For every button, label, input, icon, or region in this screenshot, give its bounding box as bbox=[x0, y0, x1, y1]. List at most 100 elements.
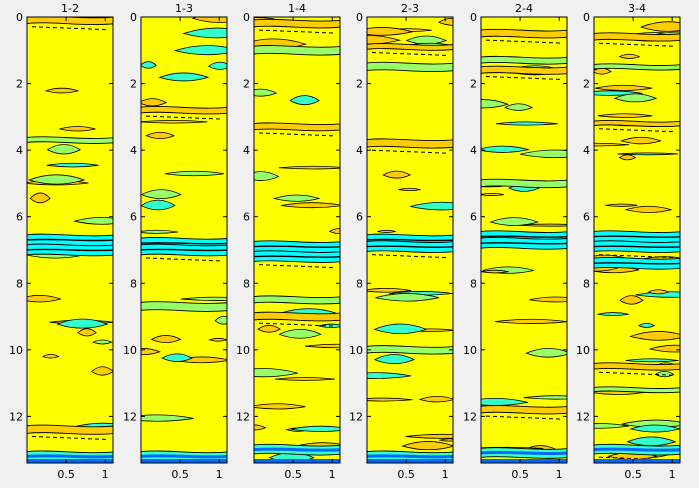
x-tick-label: 0.5 bbox=[57, 468, 75, 481]
contour-patch bbox=[597, 113, 653, 118]
contour-patch bbox=[92, 339, 113, 345]
subplot-title: 1-4 bbox=[288, 2, 306, 15]
y-tick-label: 4 bbox=[583, 144, 590, 157]
x-tick-label: 1 bbox=[669, 468, 676, 481]
contour-patch bbox=[494, 318, 567, 324]
contour-patch bbox=[254, 171, 280, 181]
contour-patch bbox=[517, 223, 567, 227]
contour-patch bbox=[328, 228, 340, 235]
contour-patch bbox=[289, 95, 320, 106]
y-tick-label: 8 bbox=[16, 277, 23, 290]
contour-field bbox=[367, 17, 453, 463]
contour-band bbox=[481, 178, 567, 189]
contour-patch bbox=[401, 441, 453, 451]
contour-patch bbox=[377, 229, 396, 233]
contour-patch bbox=[254, 424, 267, 431]
axes-frame bbox=[593, 16, 681, 464]
contour-patch bbox=[180, 296, 227, 301]
x-tick-label: 1 bbox=[216, 468, 223, 481]
y-tick-label: 4 bbox=[16, 144, 23, 157]
x-tick-label: 0.5 bbox=[284, 468, 302, 481]
y-tick-label: 4 bbox=[130, 144, 137, 157]
contour-patch bbox=[141, 229, 179, 234]
contour-patch bbox=[382, 170, 412, 179]
y-tick-label: 4 bbox=[356, 144, 363, 157]
contour-patch bbox=[504, 103, 534, 111]
subplot-title: 3-4 bbox=[628, 2, 646, 15]
y-tick-label: 10 bbox=[9, 344, 23, 357]
contour-patch bbox=[481, 192, 505, 196]
contour-patch bbox=[278, 165, 340, 170]
contour-patch bbox=[182, 27, 227, 39]
bottom-band bbox=[594, 459, 680, 463]
contour-patch bbox=[158, 72, 210, 82]
contour-patch bbox=[59, 126, 96, 132]
contour-patch bbox=[90, 366, 113, 376]
contour-patch bbox=[141, 414, 194, 422]
y-tick-label: 12 bbox=[9, 410, 23, 423]
contour-band bbox=[27, 243, 113, 257]
contour-field bbox=[254, 17, 340, 463]
y-tick-label: 8 bbox=[243, 277, 250, 290]
y-tick-label: 12 bbox=[123, 410, 137, 423]
contour-patch bbox=[73, 216, 113, 225]
axes-frame bbox=[26, 16, 114, 464]
subplot-2-4: 2-4 0 2 4 6 8 10 12 0.5 1 bbox=[463, 2, 568, 481]
y-tick-label: 2 bbox=[243, 78, 250, 91]
contour-band bbox=[481, 447, 567, 459]
contour-patch bbox=[375, 293, 440, 302]
y-tick-label: 0 bbox=[243, 11, 250, 24]
contour-patch bbox=[27, 294, 62, 303]
contour-patch bbox=[46, 162, 99, 168]
y-tick-label: 2 bbox=[130, 78, 137, 91]
contour-patch bbox=[141, 189, 182, 200]
contour-patch bbox=[367, 35, 402, 45]
contour-patch bbox=[367, 397, 413, 402]
contour-patch bbox=[141, 199, 176, 211]
contour-patch bbox=[29, 192, 51, 204]
contour-patch bbox=[257, 324, 281, 333]
contour-band bbox=[367, 240, 453, 259]
y-tick-label: 8 bbox=[583, 277, 590, 290]
contour-patch bbox=[367, 27, 414, 36]
contour-patch bbox=[278, 328, 322, 339]
axes-frame bbox=[140, 16, 228, 464]
contour-band bbox=[594, 63, 680, 71]
contour-patch bbox=[437, 17, 453, 26]
contour-patch bbox=[367, 287, 412, 293]
contour-band bbox=[367, 43, 453, 56]
y-tick-label: 2 bbox=[583, 78, 590, 91]
contour-band bbox=[141, 450, 227, 463]
axes-frame bbox=[253, 16, 341, 464]
contour-patch bbox=[489, 217, 540, 226]
contour-band bbox=[27, 17, 113, 31]
contour-band bbox=[594, 32, 680, 47]
contour-patch bbox=[639, 21, 680, 32]
subplot-title: 2-4 bbox=[515, 2, 533, 15]
y-tick-label: 6 bbox=[243, 211, 250, 224]
contour-patch bbox=[272, 194, 321, 202]
contour-patch bbox=[629, 331, 680, 341]
contour-patch bbox=[254, 403, 306, 410]
contour-band bbox=[141, 243, 227, 262]
y-tick-label: 0 bbox=[583, 11, 590, 24]
contour-patch bbox=[46, 144, 81, 155]
contour-patch bbox=[613, 93, 658, 103]
y-tick-label: 6 bbox=[16, 211, 23, 224]
bottom-band bbox=[27, 459, 113, 463]
contour-patch bbox=[648, 344, 680, 353]
y-tick-label: 8 bbox=[356, 277, 363, 290]
y-tick-label: 10 bbox=[349, 344, 363, 357]
bottom-band bbox=[481, 459, 567, 463]
y-tick-label: 12 bbox=[236, 410, 250, 423]
contour-patch bbox=[620, 136, 662, 145]
y-tick-label: 12 bbox=[349, 410, 363, 423]
contour-field bbox=[594, 21, 680, 463]
contour-field bbox=[141, 17, 227, 463]
contour-band bbox=[481, 28, 567, 44]
contour-patch bbox=[619, 295, 644, 305]
contour-patch bbox=[77, 328, 97, 337]
contour-patch bbox=[405, 433, 453, 439]
y-tick-label: 2 bbox=[356, 78, 363, 91]
